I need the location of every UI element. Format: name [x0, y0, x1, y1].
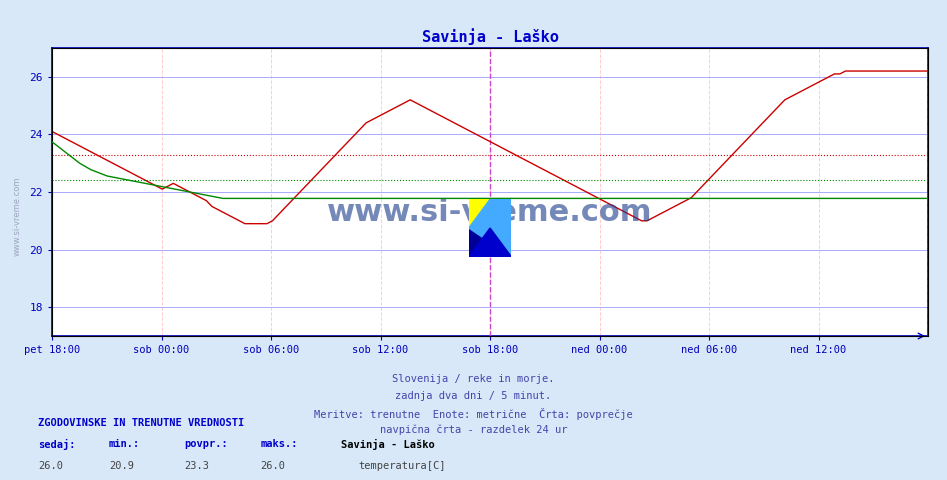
Text: ZGODOVINSKE IN TRENUTNE VREDNOSTI: ZGODOVINSKE IN TRENUTNE VREDNOSTI — [38, 418, 244, 428]
Text: temperatura[C]: temperatura[C] — [358, 461, 445, 471]
Polygon shape — [469, 228, 491, 257]
Polygon shape — [469, 228, 511, 257]
Text: Savinja - Laško: Savinja - Laško — [341, 439, 435, 450]
Text: 23.3: 23.3 — [185, 461, 209, 471]
Text: Meritve: trenutne  Enote: metrične  Črta: povprečje: Meritve: trenutne Enote: metrične Črta: … — [314, 408, 633, 420]
Text: zadnja dva dni / 5 minut.: zadnja dva dni / 5 minut. — [396, 391, 551, 401]
Polygon shape — [469, 199, 511, 257]
Text: povpr.:: povpr.: — [185, 439, 228, 449]
Text: maks.:: maks.: — [260, 439, 298, 449]
Text: 20.9: 20.9 — [109, 461, 134, 471]
Text: navpična črta - razdelek 24 ur: navpična črta - razdelek 24 ur — [380, 425, 567, 435]
Text: 26.0: 26.0 — [38, 461, 63, 471]
Text: 26.0: 26.0 — [260, 461, 285, 471]
Text: sedaj:: sedaj: — [38, 439, 76, 450]
Polygon shape — [469, 199, 511, 257]
Polygon shape — [469, 199, 491, 228]
Text: Slovenija / reke in morje.: Slovenija / reke in morje. — [392, 374, 555, 384]
Text: www.si-vreme.com: www.si-vreme.com — [12, 176, 22, 256]
Title: Savinja - Laško: Savinja - Laško — [421, 29, 559, 46]
Text: www.si-vreme.com: www.si-vreme.com — [328, 198, 652, 227]
Text: min.:: min.: — [109, 439, 140, 449]
